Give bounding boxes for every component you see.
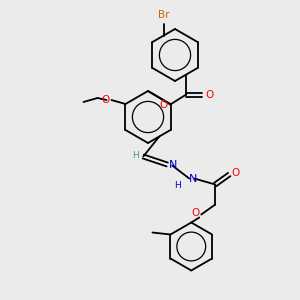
Text: H: H [175, 181, 181, 190]
Text: Br: Br [158, 10, 169, 20]
Text: O: O [101, 95, 110, 105]
Text: H: H [133, 151, 139, 160]
Text: O: O [205, 89, 214, 100]
Text: N: N [169, 160, 178, 170]
Text: N: N [189, 173, 198, 184]
Text: O: O [231, 167, 239, 178]
Text: O: O [159, 100, 167, 110]
Text: O: O [191, 208, 199, 218]
